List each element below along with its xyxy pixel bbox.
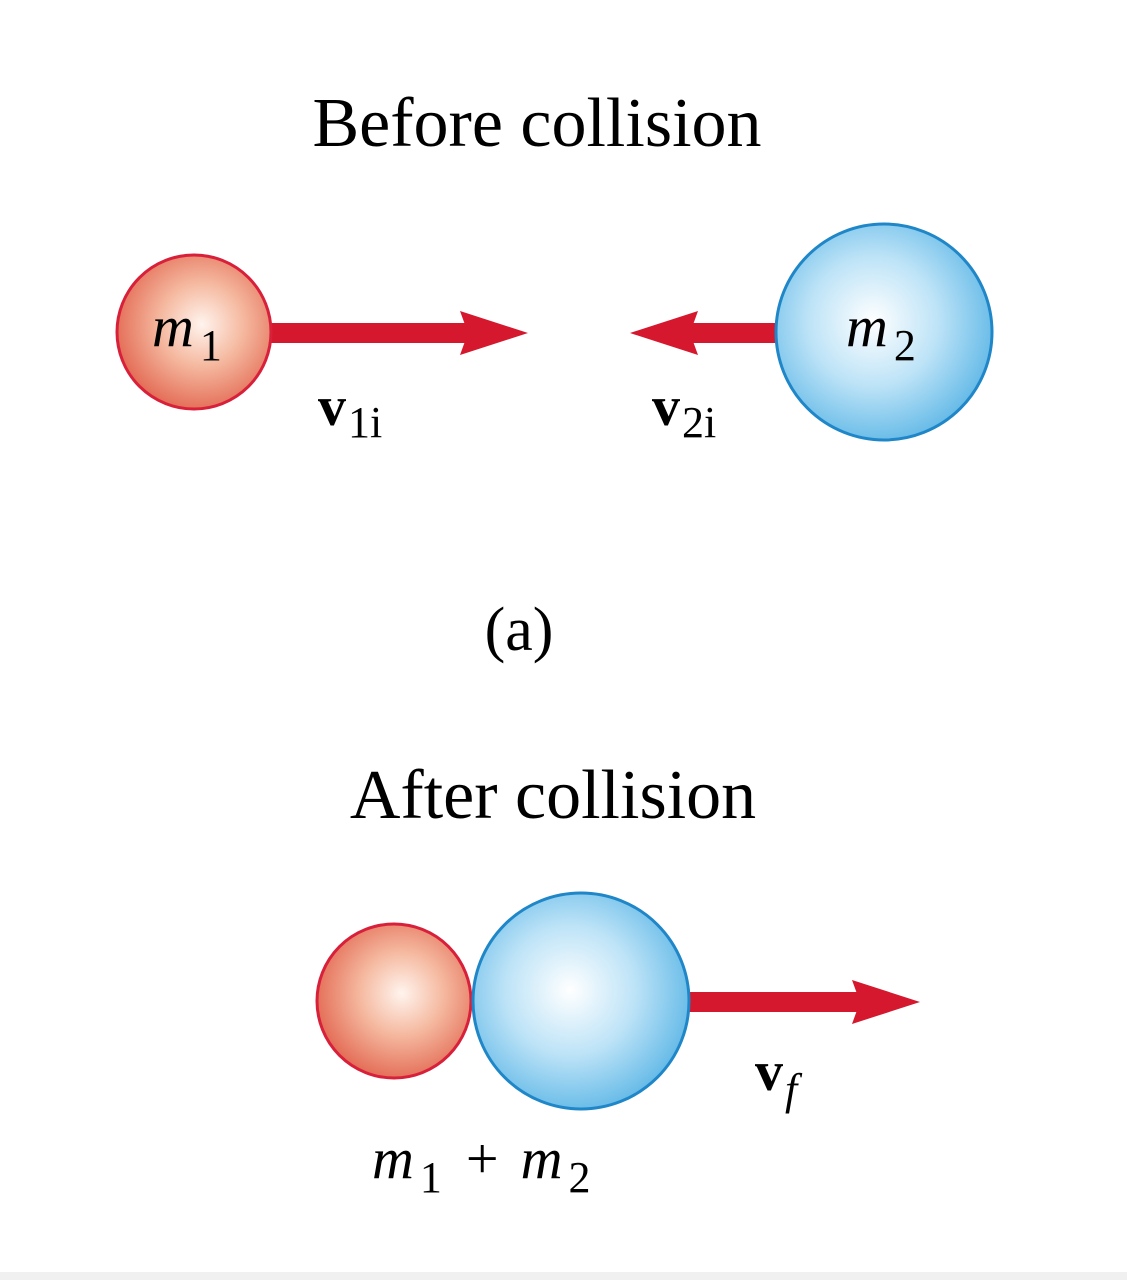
combined-mass-label: m 1 + m 2	[372, 1126, 591, 1202]
sphere-m1-icon	[117, 255, 271, 409]
combined-sphere-m2-icon	[473, 893, 689, 1109]
combined-sphere-m1-icon	[317, 924, 471, 1078]
velocity-f-label: vf	[755, 1041, 803, 1114]
bottom-edge	[0, 1272, 1127, 1280]
before-title: Before collision	[312, 85, 761, 162]
velocity-2i-label: v2i	[652, 376, 716, 447]
after-title: After collision	[350, 757, 756, 834]
velocity-f-arrow-icon	[686, 980, 920, 1024]
panel-label: (a)	[485, 596, 554, 664]
velocity-2i-arrow-icon	[630, 311, 780, 355]
velocity-1i-arrow-icon	[268, 311, 528, 355]
velocity-1i-label: v1i	[318, 376, 382, 447]
